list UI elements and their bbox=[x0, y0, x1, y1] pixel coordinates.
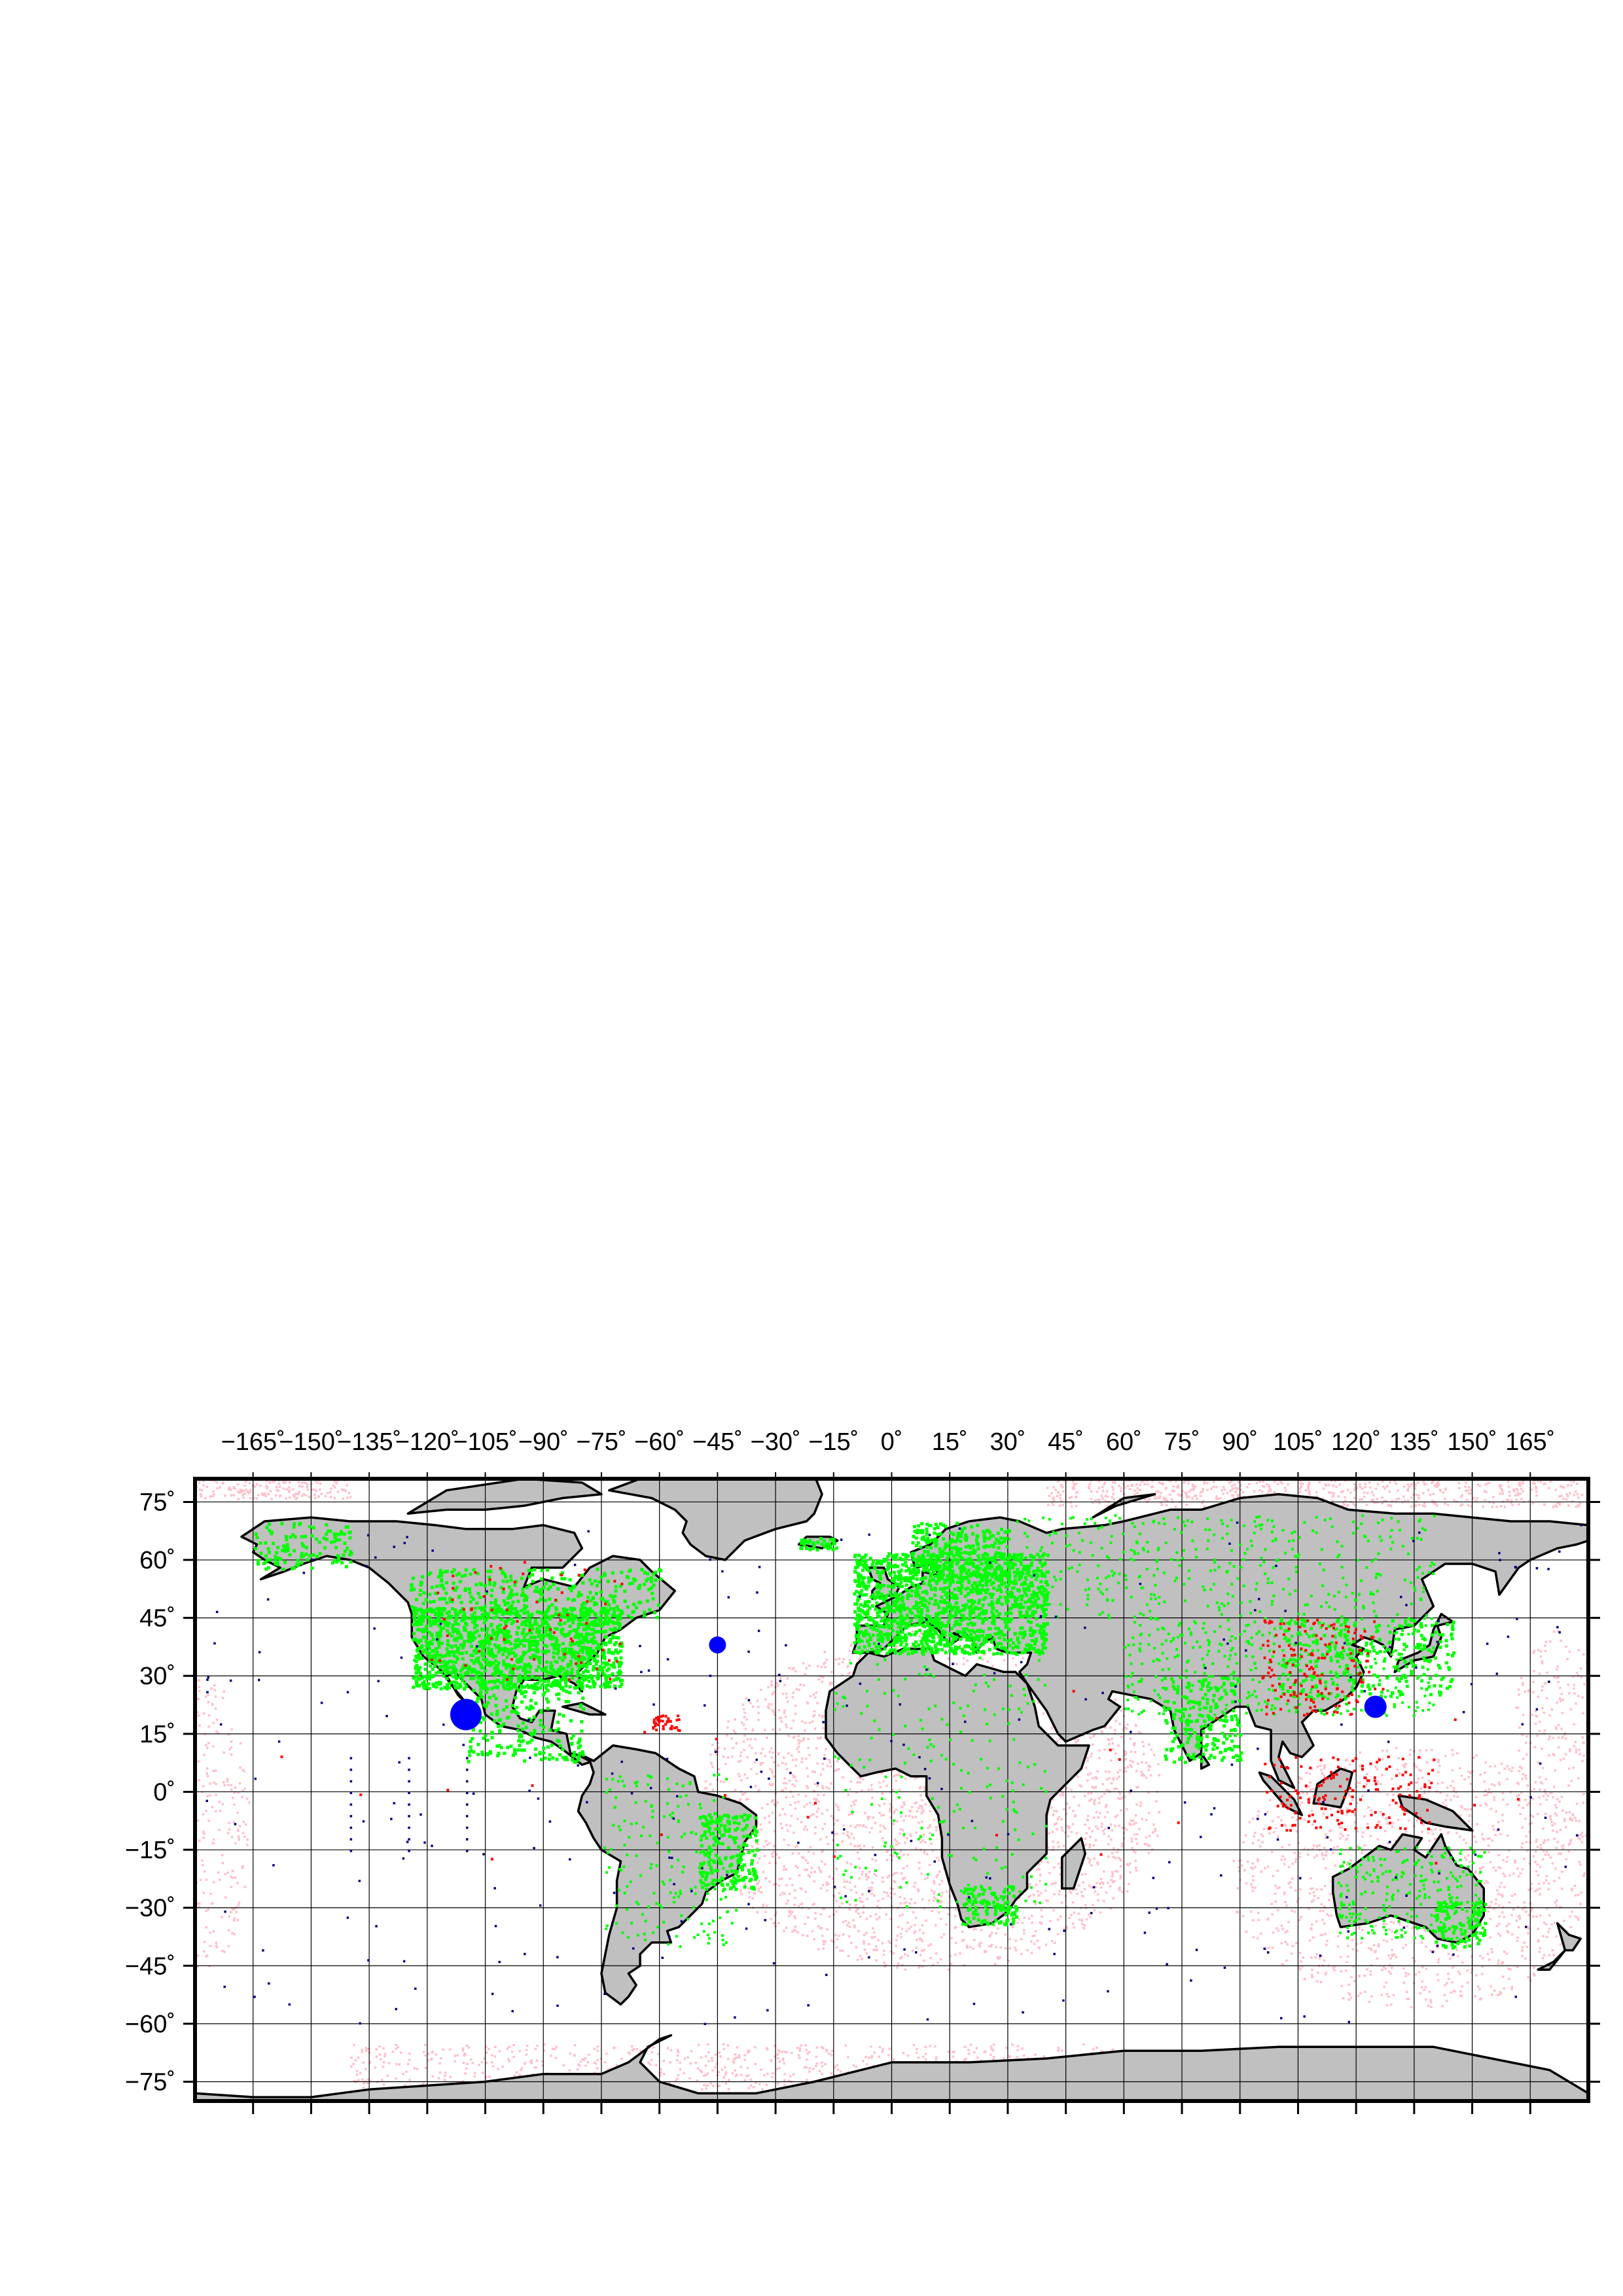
lon-tick-label: 30˚ bbox=[990, 1428, 1026, 1456]
blue-marker bbox=[450, 1699, 482, 1730]
lon-tick-label: −45˚ bbox=[692, 1428, 743, 1456]
blue-marker bbox=[709, 1636, 726, 1653]
lon-tick-label: −60˚ bbox=[634, 1428, 685, 1456]
lon-tick-label: 120˚ bbox=[1331, 1428, 1381, 1456]
lat-tick-label: −15˚ bbox=[125, 1837, 175, 1864]
lon-tick-label: −75˚ bbox=[576, 1428, 626, 1456]
lat-tick-label: 30˚ bbox=[139, 1663, 175, 1690]
blue-marker bbox=[1364, 1696, 1387, 1718]
lon-tick-label: 165˚ bbox=[1505, 1428, 1555, 1456]
lon-tick-label: −150˚ bbox=[279, 1428, 343, 1456]
lon-tick-label: 0˚ bbox=[881, 1428, 903, 1456]
lat-tick-label: 15˚ bbox=[139, 1721, 175, 1748]
lon-tick-label: −120˚ bbox=[395, 1428, 459, 1456]
lon-tick-label: 90˚ bbox=[1222, 1428, 1258, 1456]
lon-tick-label: −135˚ bbox=[337, 1428, 401, 1456]
lon-tick-label: 45˚ bbox=[1048, 1428, 1084, 1456]
latitude-labels: 75˚ 60˚ 45˚ 30˚ 15˚ 0˚ −15˚ −30˚ −45˚ −60˚ −75˚ bbox=[125, 1489, 175, 2096]
lat-tick-label: −60˚ bbox=[125, 2011, 175, 2038]
lon-tick-label: 150˚ bbox=[1448, 1428, 1497, 1456]
lon-tick-label: −30˚ bbox=[751, 1428, 801, 1456]
lon-tick-label: 60˚ bbox=[1106, 1428, 1142, 1456]
lat-tick-label: −75˚ bbox=[125, 2068, 175, 2096]
lat-tick-label: 75˚ bbox=[139, 1489, 175, 1516]
lon-tick-label: 75˚ bbox=[1164, 1428, 1200, 1456]
lat-tick-label: −45˚ bbox=[125, 1952, 175, 1980]
lon-tick-label: −15˚ bbox=[808, 1428, 859, 1456]
lat-tick-label: 0˚ bbox=[153, 1778, 175, 1806]
lon-tick-label: 15˚ bbox=[932, 1428, 968, 1456]
lon-tick-label: −165˚ bbox=[221, 1428, 285, 1456]
lon-tick-label: 135˚ bbox=[1389, 1428, 1439, 1456]
lon-tick-label: −105˚ bbox=[453, 1428, 517, 1456]
longitude-labels: −165˚−150˚−135˚−120˚−105˚ −90˚ −75˚ −60˚ −45… bbox=[221, 1428, 1556, 1456]
lat-tick-label: −30˚ bbox=[125, 1895, 175, 1922]
lon-tick-label: −90˚ bbox=[518, 1428, 569, 1456]
lon-tick-label: 105˚ bbox=[1273, 1428, 1323, 1456]
lat-tick-label: 45˚ bbox=[139, 1605, 175, 1633]
lat-tick-label: 60˚ bbox=[139, 1547, 175, 1574]
